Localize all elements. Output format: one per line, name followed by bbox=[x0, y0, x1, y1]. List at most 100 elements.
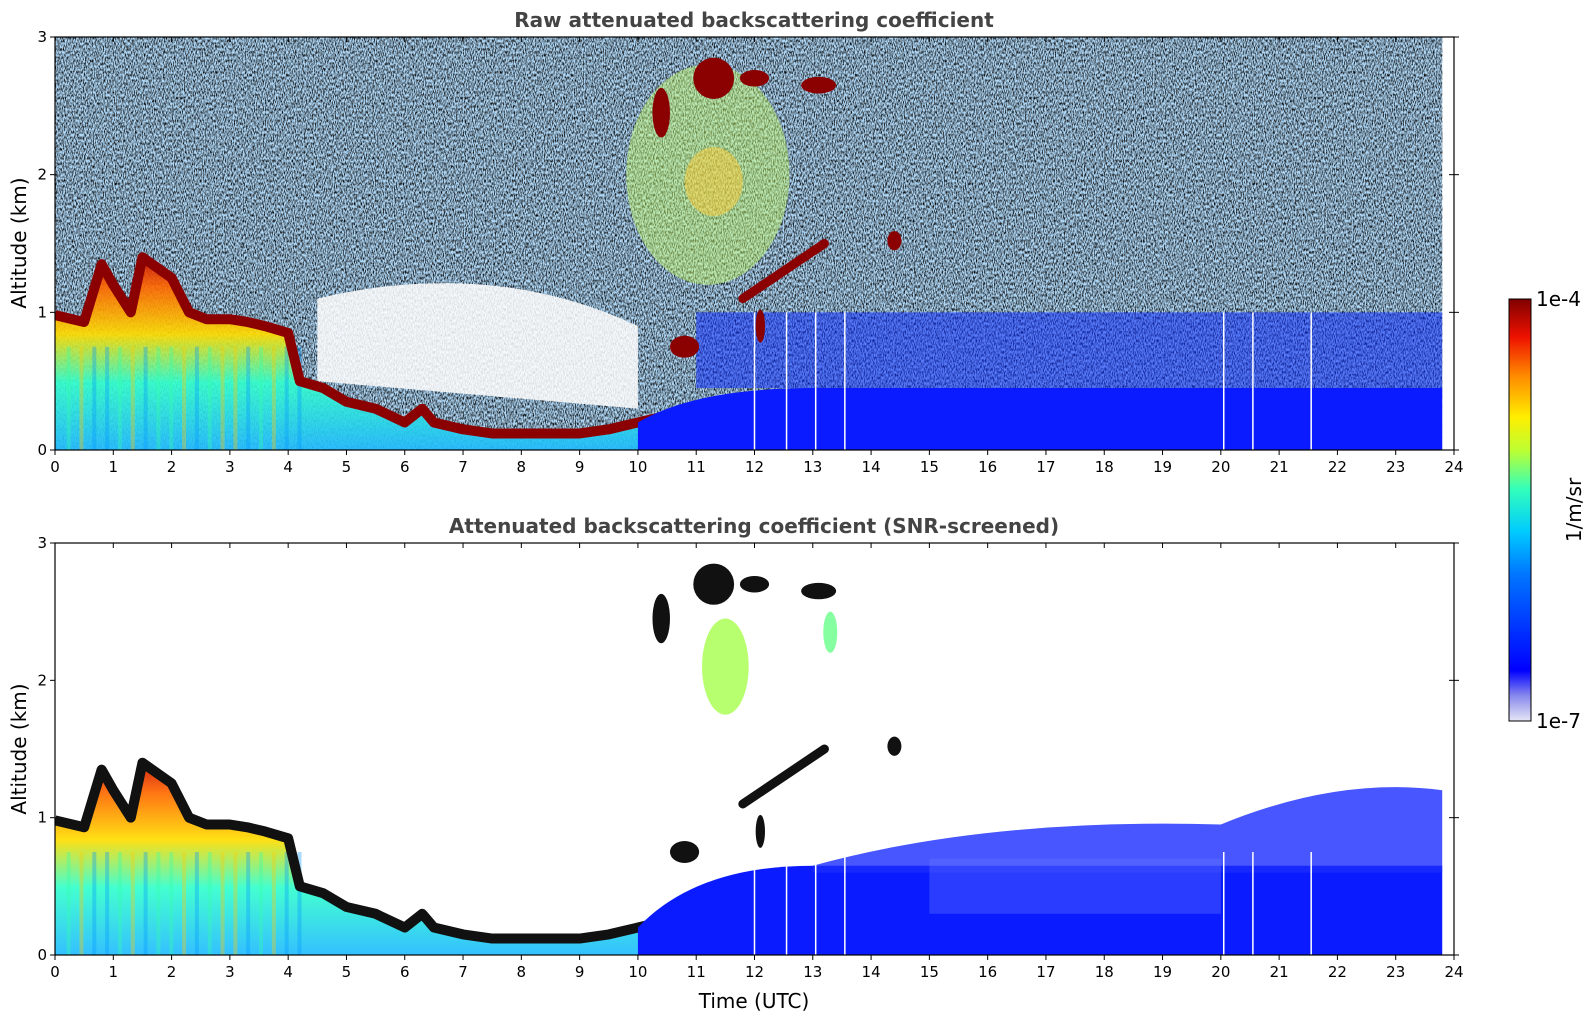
mixed-layer-band bbox=[194, 852, 199, 955]
x-tick-label: 4 bbox=[283, 458, 293, 476]
x-tick-label: 14 bbox=[862, 458, 881, 476]
cloud-patch bbox=[693, 563, 735, 605]
x-tick-label: 11 bbox=[687, 963, 706, 981]
afternoon-upper-patches bbox=[812, 787, 1443, 873]
x-tick-label: 20 bbox=[1211, 458, 1230, 476]
mixed-layer-band bbox=[259, 346, 264, 450]
cloud-patch bbox=[739, 70, 770, 87]
panel-screened: Attenuated backscattering coefficient (S… bbox=[7, 514, 1464, 1013]
mixed-layer-band bbox=[207, 346, 212, 450]
mixed-layer-band bbox=[271, 346, 276, 450]
x-tick-label: 21 bbox=[1270, 458, 1289, 476]
colorbar-max-label: 1e-4 bbox=[1536, 287, 1581, 311]
x-tick-label: 13 bbox=[803, 458, 822, 476]
cloud-patch bbox=[755, 814, 765, 848]
x-tick-label: 23 bbox=[1386, 963, 1405, 981]
x-tick-label: 24 bbox=[1444, 458, 1463, 476]
rising-cloud-layer bbox=[738, 239, 829, 304]
afternoon-texture bbox=[929, 858, 1221, 914]
aerosol-patch bbox=[823, 611, 838, 653]
mixed-layer-band bbox=[271, 852, 276, 955]
mixed-layer-band bbox=[207, 852, 212, 955]
mixed-layer-band bbox=[284, 346, 289, 450]
heatmap-raw bbox=[55, 37, 1454, 450]
cloud-patch bbox=[652, 87, 670, 138]
x-tick-label: 1 bbox=[109, 458, 119, 476]
x-tick-label: 5 bbox=[342, 458, 352, 476]
x-tick-label: 12 bbox=[745, 458, 764, 476]
colorbar: 1e-4 1e-7 1/m/sr bbox=[1508, 287, 1586, 733]
mixed-layer-band bbox=[169, 852, 174, 955]
cloud-patch bbox=[755, 309, 765, 343]
cloud-patch bbox=[887, 736, 902, 756]
x-tick-label: 15 bbox=[920, 963, 939, 981]
x-tick-label: 22 bbox=[1328, 458, 1347, 476]
cloud-patch bbox=[652, 593, 670, 644]
mixed-layer-band bbox=[130, 852, 135, 955]
mixed-layer-band bbox=[169, 346, 174, 450]
aerosol-plume-core bbox=[684, 147, 743, 216]
mixed-layer-band bbox=[156, 346, 161, 450]
mixed-layer-band bbox=[143, 346, 148, 450]
x-tick-label: 12 bbox=[745, 963, 764, 981]
x-tick-label: 2 bbox=[167, 963, 177, 981]
x-tick-label: 0 bbox=[50, 458, 60, 476]
heatmap-screened bbox=[55, 543, 1454, 955]
mixed-layer bbox=[55, 257, 691, 450]
mixed-layer-band bbox=[92, 346, 97, 450]
mixed-layer-band bbox=[117, 852, 122, 955]
y-tick-label: 0 bbox=[37, 441, 47, 459]
y-tick-label: 0 bbox=[37, 946, 47, 964]
y-tick-label: 3 bbox=[37, 534, 47, 552]
x-tick-label: 17 bbox=[1036, 458, 1055, 476]
y-axis-ticks-screened: 0 1 2 3 bbox=[37, 534, 1459, 964]
mixed-layer-band bbox=[105, 852, 110, 955]
mixed-layer-band bbox=[220, 852, 225, 955]
cloud-patch bbox=[887, 231, 902, 251]
x-tick-label: 24 bbox=[1444, 963, 1463, 981]
mixed-layer-band bbox=[182, 346, 187, 450]
rising-cloud-layer bbox=[738, 744, 829, 809]
x-tick-label: 8 bbox=[517, 963, 527, 981]
mixed-layer-band bbox=[246, 852, 251, 955]
x-tick-label: 19 bbox=[1153, 458, 1172, 476]
y-axis-label-screened: Altitude (km) bbox=[7, 683, 31, 814]
mixed-layer-band bbox=[233, 852, 238, 955]
mixed-layer-band bbox=[79, 346, 84, 450]
x-tick-label: 10 bbox=[628, 963, 647, 981]
mixed-layer-band bbox=[92, 852, 97, 955]
mixed-layer-band bbox=[143, 852, 148, 955]
x-tick-label: 0 bbox=[50, 963, 60, 981]
no-data-region bbox=[1442, 37, 1454, 450]
x-tick-label: 9 bbox=[575, 963, 585, 981]
cloud-patch bbox=[669, 335, 700, 358]
no-data-region bbox=[1442, 543, 1454, 955]
x-tick-label: 3 bbox=[225, 458, 235, 476]
mixed-layer-band bbox=[182, 852, 187, 955]
mixed-layer-band bbox=[130, 346, 135, 450]
boundary-layer-top bbox=[55, 757, 692, 944]
x-tick-label: 9 bbox=[575, 458, 585, 476]
boundary-layer-top bbox=[55, 252, 692, 439]
mixed-layer-band bbox=[233, 346, 238, 450]
x-tick-label: 21 bbox=[1270, 963, 1289, 981]
x-tick-label: 6 bbox=[400, 458, 410, 476]
x-tick-label: 8 bbox=[517, 458, 527, 476]
cloud-patch bbox=[801, 582, 837, 600]
x-tick-label: 3 bbox=[225, 963, 235, 981]
cloud-patch bbox=[693, 57, 735, 99]
colorbar-units-label: 1/m/sr bbox=[1562, 477, 1586, 542]
y-tick-label: 3 bbox=[37, 28, 47, 46]
mixed-layer-band bbox=[79, 852, 84, 955]
afternoon-noise-transition bbox=[696, 312, 1443, 389]
x-tick-label: 19 bbox=[1153, 963, 1172, 981]
mixed-layer-band bbox=[66, 346, 71, 450]
y-tick-label: 1 bbox=[37, 303, 47, 321]
x-tick-label: 22 bbox=[1328, 963, 1347, 981]
x-tick-label: 14 bbox=[862, 963, 881, 981]
mixed-layer-band bbox=[105, 346, 110, 450]
mixed-layer-band bbox=[259, 852, 264, 955]
mixed-layer-band bbox=[194, 346, 199, 450]
x-tick-label: 1 bbox=[109, 963, 119, 981]
afternoon-layer bbox=[637, 865, 1443, 955]
